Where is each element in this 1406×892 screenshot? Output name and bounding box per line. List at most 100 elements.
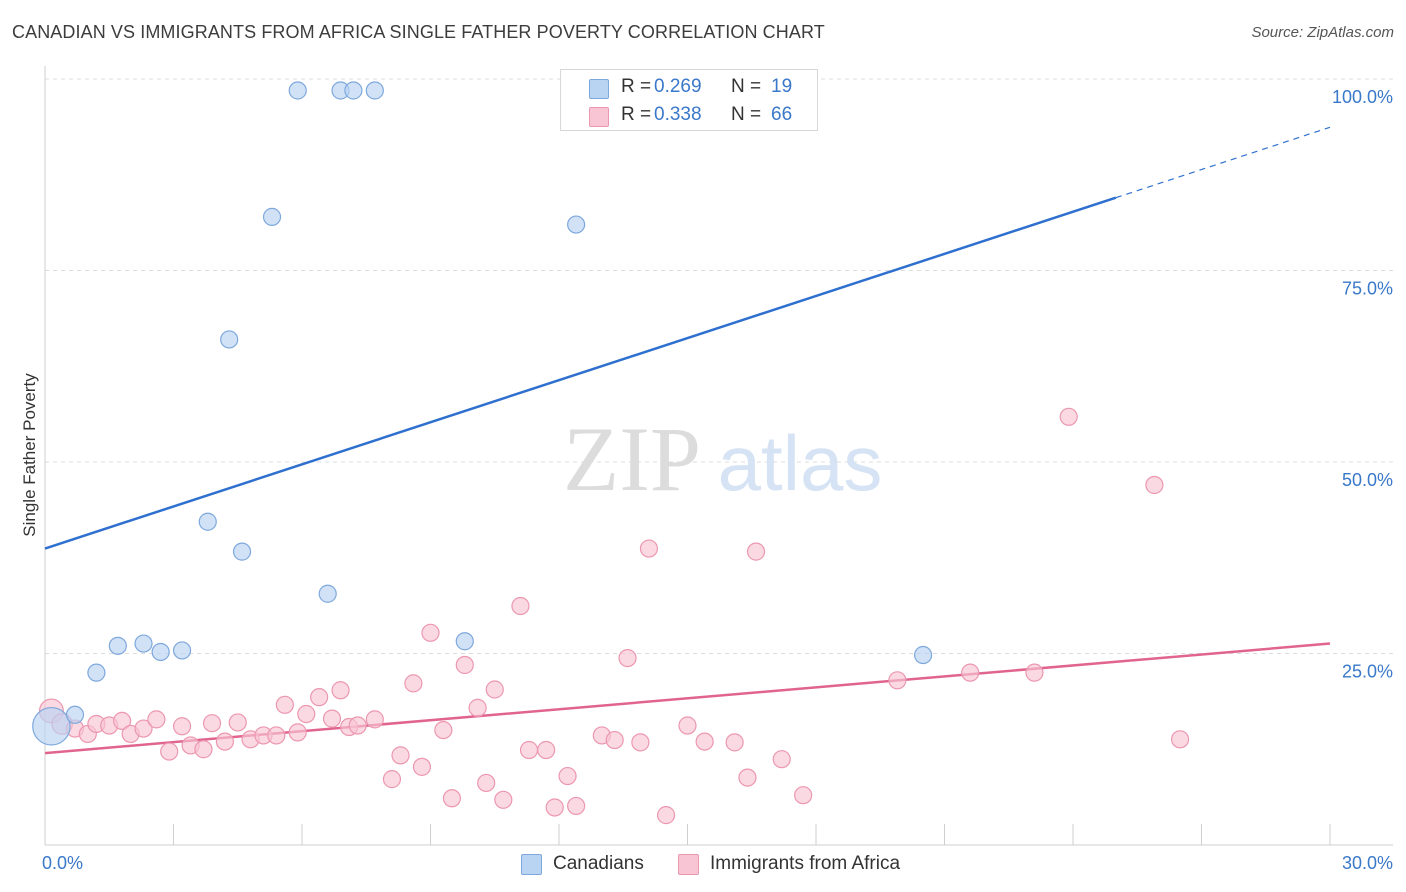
r-value: 0.269 xyxy=(654,76,702,97)
africa-point xyxy=(605,730,624,750)
canadians-swatch xyxy=(521,854,542,875)
canadians-swatch xyxy=(589,79,609,99)
africa-point xyxy=(888,671,907,690)
africa-point xyxy=(194,740,213,759)
x-tick-label: 30.0% xyxy=(1342,853,1393,873)
africa-point xyxy=(382,770,402,789)
canadians-point xyxy=(262,207,282,226)
africa-point xyxy=(267,726,286,745)
africa-point xyxy=(365,710,384,729)
canadians-point xyxy=(232,542,252,561)
africa-point xyxy=(1170,730,1190,749)
africa-point xyxy=(322,709,342,728)
africa-point xyxy=(537,740,556,760)
africa-point xyxy=(1059,407,1078,426)
canadians-point xyxy=(108,636,127,655)
africa-point xyxy=(695,732,714,751)
africa-trend-line xyxy=(44,642,1331,755)
canadians-trend-line xyxy=(44,196,1117,550)
africa-point xyxy=(485,680,504,699)
africa-point xyxy=(477,773,496,793)
africa-point xyxy=(678,716,697,735)
n-label: N = xyxy=(731,76,762,97)
africa-point xyxy=(519,740,539,760)
africa-point xyxy=(656,806,676,825)
africa-point xyxy=(310,688,329,707)
africa-point xyxy=(202,714,222,733)
africa-point xyxy=(631,733,650,752)
africa-point xyxy=(348,716,367,735)
africa-point xyxy=(112,711,132,731)
canadians-point xyxy=(365,81,384,100)
canadians-point xyxy=(220,330,239,349)
africa-point xyxy=(618,648,637,668)
africa-point xyxy=(545,798,564,817)
africa-point xyxy=(412,757,432,776)
africa-point xyxy=(228,713,247,732)
r-value: 0.338 xyxy=(654,104,702,125)
watermark-atlas: atlas xyxy=(718,419,883,507)
axes xyxy=(44,66,1393,846)
r-label: R = xyxy=(621,104,652,125)
watermark: ZIP atlas xyxy=(563,408,882,510)
correlation-legend: R = 0.269 N = 19 R = 0.338 N = 66 xyxy=(560,69,818,131)
africa-point xyxy=(455,655,474,675)
canadians-point xyxy=(567,215,586,234)
africa-swatch xyxy=(678,854,699,875)
africa-point xyxy=(567,796,586,816)
r-label: R = xyxy=(621,76,652,97)
series-legend: Canadians Immigrants from Africa xyxy=(0,852,1406,878)
africa-point xyxy=(297,704,316,724)
africa-point xyxy=(494,790,513,809)
africa-point xyxy=(961,663,980,682)
africa-point xyxy=(331,681,350,700)
n-label: N = xyxy=(731,104,762,125)
africa-point xyxy=(434,720,453,740)
canadians-point xyxy=(318,584,337,603)
africa-point xyxy=(404,674,423,693)
n-value: 19 xyxy=(771,76,793,97)
africa-point xyxy=(275,695,294,714)
canadians-point xyxy=(455,632,474,651)
tick-labels: 100.0% 75.0% 50.0% 25.0% 0.0% 30.0% xyxy=(42,87,1393,873)
africa-point xyxy=(442,789,462,808)
africa-point xyxy=(421,623,440,642)
canadians-point xyxy=(65,705,85,724)
watermark-zip: ZIP xyxy=(563,408,701,510)
canadians-point xyxy=(172,641,192,660)
canadians-point xyxy=(198,512,217,531)
canadians-point xyxy=(134,634,153,653)
africa-swatch xyxy=(589,107,609,127)
legend-row-africa: R = 0.338 N = 66 xyxy=(561,101,817,129)
africa-point xyxy=(746,542,766,561)
africa-point xyxy=(288,723,307,742)
canadians-point xyxy=(32,706,71,746)
y-axis-label: Single Father Poverty xyxy=(20,373,39,537)
y-tick-label: 75.0% xyxy=(1342,279,1393,299)
legend-row-canadians: R = 0.269 N = 19 xyxy=(561,73,817,101)
africa-point xyxy=(391,746,410,765)
y-tick-label: 100.0% xyxy=(1332,87,1393,107)
africa-point xyxy=(794,786,813,805)
africa-point xyxy=(772,750,791,769)
africa-point xyxy=(215,732,234,751)
africa-point xyxy=(1025,663,1044,682)
africa-point xyxy=(160,742,179,761)
africa-point xyxy=(147,710,166,729)
africa-point xyxy=(134,719,153,738)
africa-point xyxy=(738,768,757,787)
africa-point xyxy=(468,698,487,717)
canadians-point xyxy=(87,663,106,682)
africa-point xyxy=(558,766,577,786)
legend-label: Canadians xyxy=(553,853,644,874)
canadians-point xyxy=(288,81,307,100)
africa-point xyxy=(725,733,744,752)
y-tick-label: 50.0% xyxy=(1342,470,1393,490)
canadians-point xyxy=(913,645,933,665)
data-points xyxy=(32,81,1190,825)
canadians-point xyxy=(344,81,363,100)
legend-label: Immigrants from Africa xyxy=(710,853,901,874)
canadians-trend-extension xyxy=(1115,126,1331,199)
chart-title: CANADIAN VS IMMIGRANTS FROM AFRICA SINGL… xyxy=(12,22,825,42)
